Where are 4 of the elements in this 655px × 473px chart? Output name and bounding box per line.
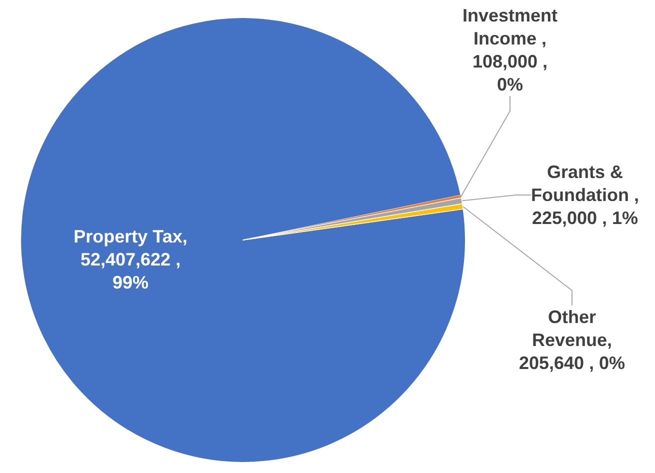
slice-label: Property Tax, 52,407,622 , 99% bbox=[74, 226, 188, 292]
slice-label: Investment Income , 108,000 , 0% bbox=[462, 6, 558, 94]
slice-label: Other Revenue, 205,640 , 0% bbox=[518, 307, 626, 373]
slice-label: Grants & Foundation , 225,000 , 1% bbox=[531, 162, 639, 228]
